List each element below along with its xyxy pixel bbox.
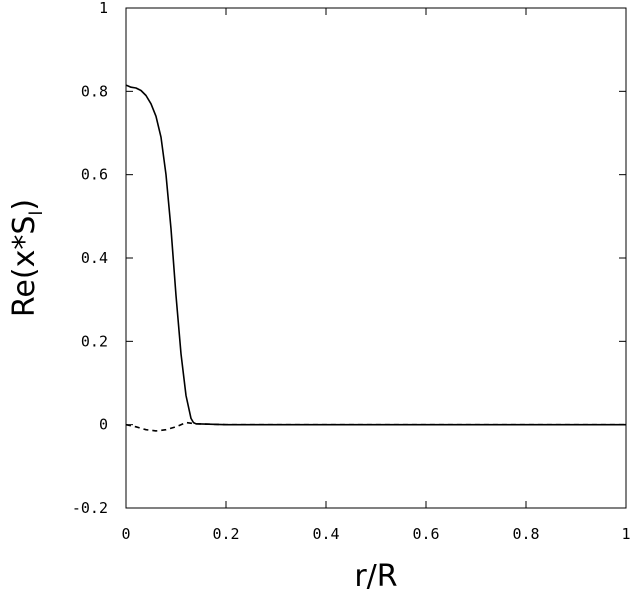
x-tick-label: 0.8	[512, 525, 539, 543]
y-axis-title-subscript: l	[26, 211, 47, 216]
series-line-solid	[125, 84, 626, 426]
x-tick-label: 0.6	[412, 525, 439, 543]
y-tick-label: 0.8	[81, 82, 108, 100]
y-tick-label: 0	[99, 416, 108, 434]
y-tick-label: 0.6	[81, 166, 108, 184]
x-axis-title: r/R	[354, 559, 397, 591]
y-axis-title: Re(x*Sl)	[7, 199, 47, 317]
series-layer	[125, 84, 626, 432]
y-tick-label: 1	[99, 0, 108, 17]
x-tick-label: 0.4	[312, 525, 339, 543]
x-tick-label: 0	[121, 525, 130, 543]
series-line-dashed	[125, 421, 626, 432]
x-tick-label: 0.2	[212, 525, 239, 543]
x-tick-label: 1	[621, 525, 630, 543]
axis-ticks	[125, 7, 627, 509]
tick-labels: 0 0.2 0.4 0.6 0.8 1 -0.2 0 0.2 0.4 0.6 0.8 1	[72, 0, 631, 543]
y-tick-label: 0.2	[81, 332, 108, 350]
y-axis-title-close: )	[7, 199, 42, 211]
y-tick-label: -0.2	[72, 499, 108, 517]
y-axis-title-main: Re(x*S	[7, 216, 42, 317]
y-tick-label: 0.4	[81, 249, 108, 267]
plot-frame	[125, 7, 627, 509]
